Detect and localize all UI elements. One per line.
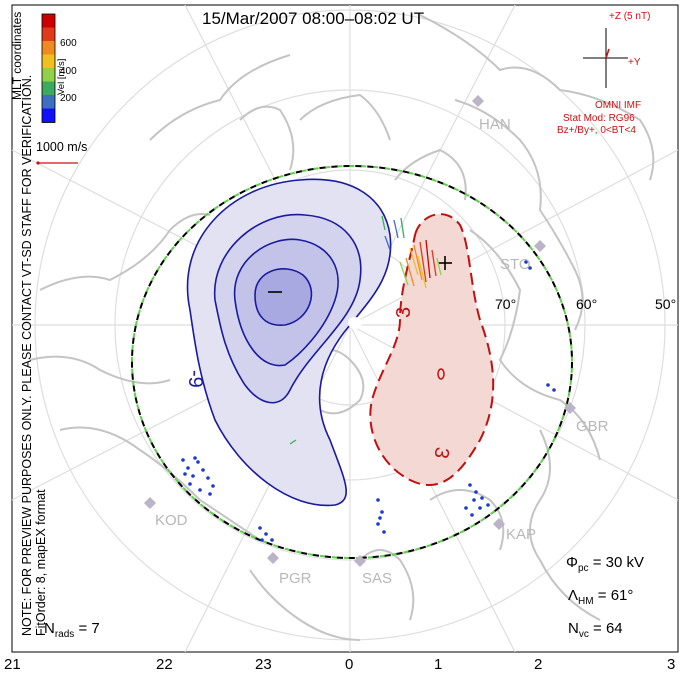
phi-value: = 30 kV xyxy=(588,554,644,571)
station-sto: STO xyxy=(500,256,531,273)
phi-subscript: pc xyxy=(577,563,589,574)
mlt-tick-0: 0 xyxy=(345,656,354,673)
nvc-subscript: vc xyxy=(578,629,589,640)
cross-polar-potential: Φpc = 30 kV xyxy=(566,555,644,574)
colorbar-tick-400: 400 xyxy=(60,66,77,77)
mlt-tick-23: 23 xyxy=(255,656,272,673)
mlt-tick-3: 3 xyxy=(667,656,676,673)
mlt-tick-1: 1 xyxy=(434,656,443,673)
coastlines xyxy=(29,14,655,641)
mlt-tick-22: 22 xyxy=(156,656,173,673)
nvc-value: = 64 xyxy=(588,620,623,637)
positive-potential-cell xyxy=(369,213,495,486)
map-title: 15/Mar/2007 08:00–08:02 UT xyxy=(202,9,425,28)
station-kap: KAP xyxy=(506,526,537,543)
contour-label-negative: -9 xyxy=(184,370,206,388)
station-han: HAN xyxy=(479,116,511,133)
preview-note-line1: NOTE: FOR PREVIEW PURPOSES ONLY. PLEASE … xyxy=(20,74,34,636)
station-gbr: GBR xyxy=(576,418,609,435)
imf-source: OMNI IMF xyxy=(595,100,642,111)
nrads-subscript: rads xyxy=(54,629,75,640)
colorbar-tick-600: 600 xyxy=(60,38,77,49)
lambda-subscript: HM xyxy=(578,596,594,607)
latitude-label-60: 60° xyxy=(576,296,598,312)
lambda-value: = 61° xyxy=(593,587,634,604)
low-velocity-vectors xyxy=(181,260,556,542)
colorbar-tick-200: 200 xyxy=(60,93,77,104)
heppner-maynard-boundary xyxy=(131,165,573,559)
nrads-value: = 7 xyxy=(74,620,100,637)
station-sas: SAS xyxy=(362,570,393,587)
imf-z-label: +Z (5 nT) xyxy=(609,11,651,22)
mlt-tick-21: 21 xyxy=(4,656,21,673)
velocity-colorbar xyxy=(41,13,56,123)
negative-potential-cell xyxy=(186,178,392,507)
velocity-vectors xyxy=(289,215,442,445)
nvc-symbol: N xyxy=(568,620,579,637)
latitude-label-50: 50° xyxy=(655,296,677,312)
scale-vector xyxy=(36,161,78,165)
station-kod: KOD xyxy=(155,512,188,529)
coordinate-system-label: MLT coordinates xyxy=(10,11,24,100)
potential-max-marker xyxy=(438,256,452,270)
imf-condition: Bz+/By+, 0<BT<4 xyxy=(557,125,636,136)
lambda-symbol: Λ xyxy=(568,587,579,604)
preview-note: NOTE: FOR PREVIEW PURPOSES ONLY. PLEASE … xyxy=(20,75,48,636)
pole-marker xyxy=(348,317,362,329)
hmb-green-overlay xyxy=(131,165,573,559)
plot-frame xyxy=(11,4,679,653)
fit-order-line: FitOrder: 8, mapEX format xyxy=(34,489,48,636)
imf-y-label: +Y xyxy=(628,57,641,68)
contour-label-positive-top: 3 xyxy=(393,306,415,318)
scale-vector-label: 1000 m/s xyxy=(36,140,88,154)
hm-latitude: ΛHM = 61° xyxy=(568,588,633,607)
radar-count: Nrads = 7 xyxy=(44,621,100,640)
vector-count: Nvc = 64 xyxy=(568,621,623,640)
imf-dial xyxy=(583,28,628,88)
mlt-tick-2: 2 xyxy=(534,656,543,673)
stat-model: Stat Mod: RG96 xyxy=(563,113,635,124)
nrads-symbol: N xyxy=(44,620,55,637)
latitude-label-70: 70° xyxy=(495,296,517,312)
phi-symbol: Φ xyxy=(566,554,578,571)
station-markers xyxy=(144,95,576,567)
station-pgr: PGR xyxy=(279,570,312,587)
